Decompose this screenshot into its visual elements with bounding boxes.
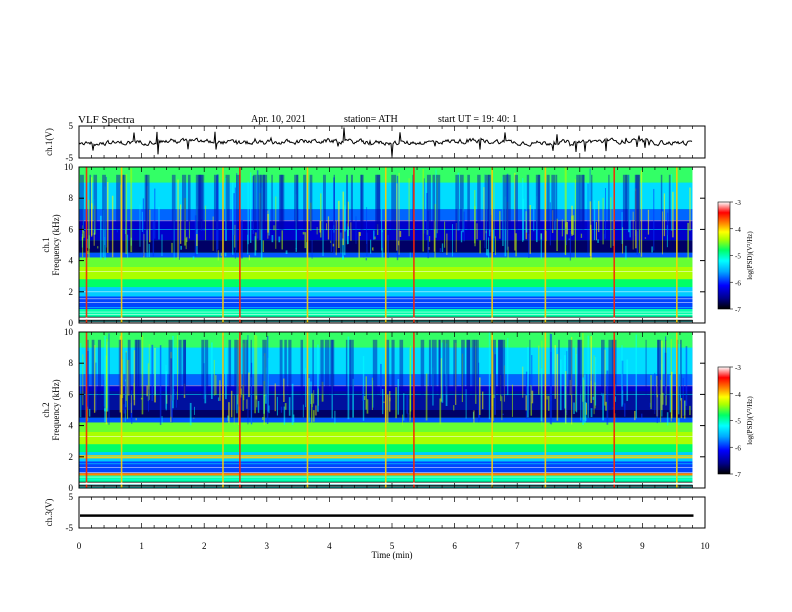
colorbar-tick-label: -7 [735, 306, 741, 314]
ytick-label: -5 [66, 523, 74, 533]
colorbar [717, 201, 731, 310]
ytick-label: 10 [64, 327, 74, 337]
xtick-label: 3 [265, 541, 270, 551]
spectrogram-layer [78, 167, 705, 488]
colorbar-label: log(PSD)(V²/Hz) [746, 231, 754, 280]
ytick-label: 8 [69, 193, 74, 203]
colorbar [717, 366, 731, 475]
colorbar-tick-label: -4 [735, 226, 741, 234]
colorbar-tick-label: -5 [735, 253, 741, 261]
ytick-label: 0 [69, 318, 74, 328]
ylabel-frequency: Frequency (kHz) [51, 214, 61, 275]
ylabel-channel: ch.1 [41, 237, 51, 252]
xtick-label: 8 [578, 541, 583, 551]
xtick-label: 7 [515, 541, 520, 551]
xtick-label: 6 [452, 541, 457, 551]
ylabel: ch.1(V) [44, 128, 54, 156]
ytick-label: 5 [69, 121, 74, 131]
start-time-label: start UT = 19: 40: 1 [438, 114, 518, 125]
colorbar-tick-label: -3 [735, 199, 741, 207]
colorbar-tick-label: -7 [735, 471, 741, 479]
ytick-label: 6 [69, 389, 74, 399]
ch2_spectrogram-image [79, 332, 705, 488]
colorbar-tick-label: -3 [735, 364, 741, 372]
figure-title: VLF Spectra [78, 114, 135, 126]
colorbar-tick-label: -6 [735, 279, 741, 287]
colorbar-tick-label: -4 [735, 391, 741, 399]
ylabel-frequency: Frequency (kHz) [51, 379, 61, 440]
xtick-label: 4 [327, 541, 332, 551]
xtick-label: 0 [77, 541, 82, 551]
ytick-label: 4 [69, 421, 74, 431]
waveform-layer [78, 127, 694, 517]
ytick-label: 2 [69, 287, 74, 297]
date-label: Apr. 10, 2021 [251, 114, 306, 125]
xtick-label: 2 [202, 541, 207, 551]
ytick-label: 10 [64, 162, 74, 172]
xtick-label: 5 [390, 541, 395, 551]
ylabel: ch.3(V) [44, 499, 54, 527]
colorbar-tick-label: -6 [735, 444, 741, 452]
axes-layer [78, 125, 733, 529]
ytick-label: 5 [69, 492, 74, 502]
ytick-label: 4 [69, 256, 74, 266]
xtick-label: 1 [139, 541, 144, 551]
xtick-label: 10 [701, 541, 711, 551]
ytick-label: 2 [69, 452, 74, 462]
ch3-waveform-trace [80, 514, 694, 517]
station-label: station= ATH [344, 114, 398, 125]
ch1_spectrogram-image [78, 167, 705, 323]
xtick-label: 9 [640, 541, 645, 551]
ytick-label: 8 [69, 358, 74, 368]
xlabel: Time (min) [372, 550, 413, 560]
colorbar-label: log(PSD)(V²/Hz) [746, 396, 754, 445]
ytick-label: 0 [69, 483, 74, 493]
colorbar-tick-label: -5 [735, 418, 741, 426]
ytick-label: 6 [69, 224, 74, 234]
ylabel-channel: ch.2 [41, 402, 51, 417]
ytick-label: -5 [66, 153, 74, 163]
ch1-waveform-trace [78, 127, 693, 157]
